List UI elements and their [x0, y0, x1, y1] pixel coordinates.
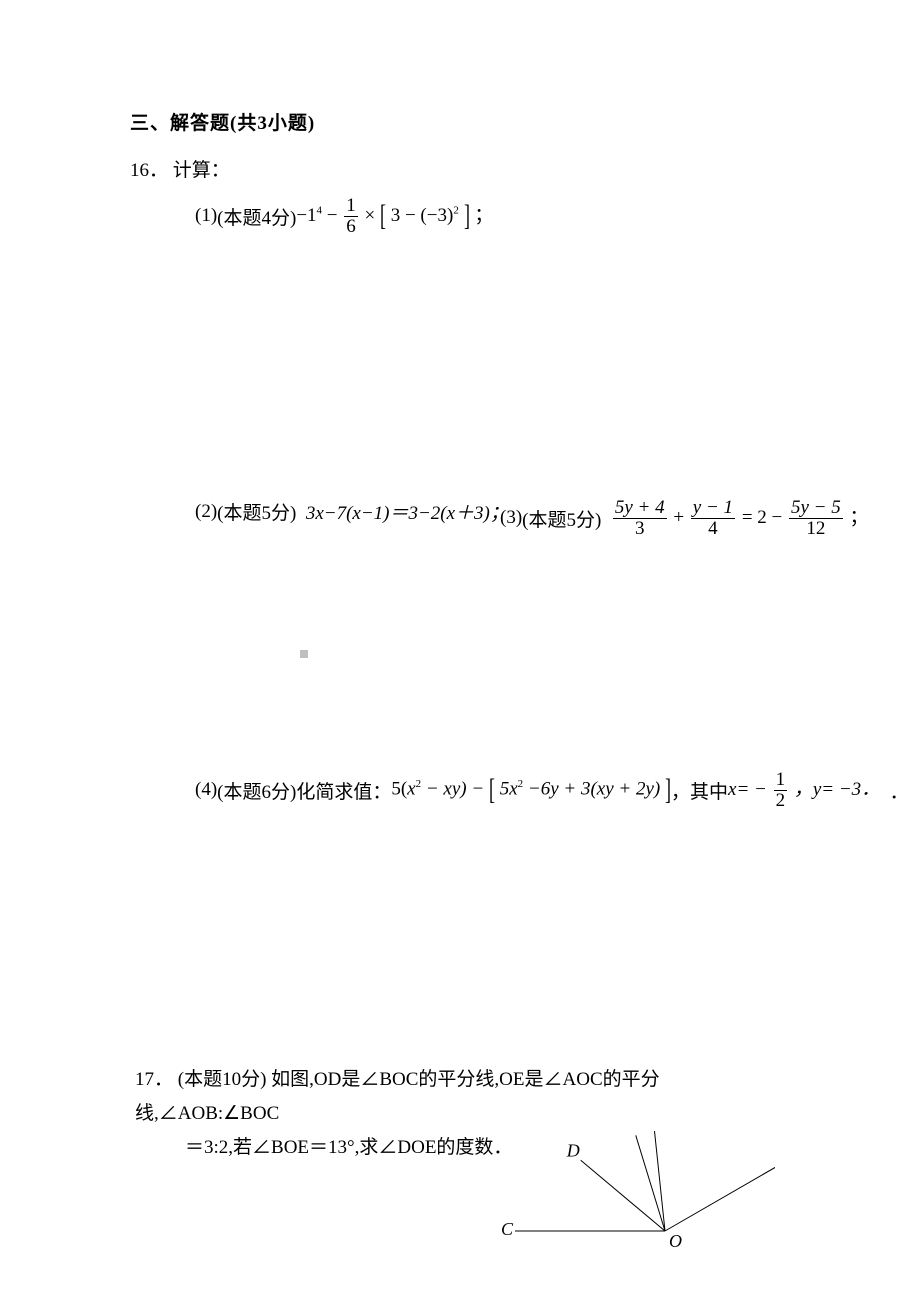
p4-xeq-wrap: x= − 1 2 ，y= −3．	[728, 770, 880, 811]
q16-part4: (4) (本题6分) 化简求值： 5(x2 − xy) − [ 5x2 −6y …	[195, 770, 909, 811]
p4-rest: −6y + 3(xy + 2y)	[528, 779, 660, 800]
frac-f2: y − 1 4	[691, 498, 735, 539]
p4-bopen: [	[489, 773, 495, 807]
q16-part1-expr: −14 − 1 6 × [ 3 − (−3)2 ] ；	[296, 196, 493, 237]
expr-inside-a: 3 − (−3)	[391, 205, 454, 226]
q16-prefix: 16．	[130, 160, 168, 181]
q16-part3-points: (本题5分)	[522, 505, 601, 532]
eq: = 2 −	[742, 507, 787, 528]
svg-text:D: D	[566, 1140, 580, 1160]
p3-tail: ；	[850, 507, 869, 528]
p4-where: 其中	[690, 777, 728, 804]
p4-x: x	[407, 779, 415, 800]
q16-part4-expr: 5(x2 − xy) − [ 5x2 −6y + 3(xy + 2y) ]	[391, 773, 671, 807]
q17-prefix: 17．	[135, 1069, 173, 1090]
svg-text:C: C	[501, 1219, 514, 1239]
q16-part2-num: (2)	[195, 501, 217, 523]
q16-part2: (2) (本题5分) 3x−7(x−1)＝3−2(x＋3)；	[195, 498, 509, 525]
p4-5x-sup: 2	[518, 778, 524, 790]
expr-tail: ；	[474, 205, 493, 226]
center-decoration	[300, 650, 308, 658]
frac-den: 6	[344, 217, 358, 237]
q16-part2-points: (本题5分)	[217, 498, 296, 525]
p4-frac-den: 2	[774, 791, 788, 811]
bracket-close: ]	[464, 199, 470, 233]
q17-text-b: ＝3:2,若∠BOE＝13°,求∠DOE的度数．	[135, 1137, 512, 1158]
frac-1-2: 1 2	[774, 770, 788, 811]
f3-num: 5y − 5	[791, 497, 841, 518]
q16-part3-expr: 5y + 4 3 + y − 1 4 = 2 − 5y − 5 12 ；	[611, 498, 869, 539]
p4-yeq: ，y= −3．	[794, 779, 880, 800]
angle-figure-svg: CDBEAO	[485, 1131, 775, 1251]
f1-den: 3	[633, 519, 647, 539]
q16-part3: (3) (本题5分) 5y + 4 3 + y − 1 4 = 2 − 5y −…	[500, 498, 869, 539]
expr-minus: −	[327, 205, 342, 226]
p4-bclose: ]	[665, 773, 671, 807]
frac-f3: 5y − 5 12	[789, 498, 843, 539]
q16-part1-points: (本题4分)	[217, 203, 296, 230]
q16-part4-num: (4)	[195, 779, 217, 801]
f2-num: y − 1	[693, 497, 733, 518]
q16-part1: (1) (本题4分) −14 − 1 6 × [ 3 − (−3)2 ] ；	[195, 196, 493, 237]
page: 三、解答题(共3小题) 16． 计算： (1) (本题4分) −14 − 1 6…	[0, 0, 920, 1302]
expr-lead: −1	[296, 205, 316, 226]
f2-den: 4	[706, 519, 720, 539]
q16-part4-points: (本题6分)	[217, 777, 296, 804]
expr-times: ×	[365, 205, 376, 226]
p4-5x: 5x	[500, 779, 518, 800]
p4-dot: ．	[890, 777, 909, 804]
expr-lead-sup: 4	[317, 204, 323, 216]
q16-part2-expr: 3x−7(x−1)＝3−2(x＋3)；	[306, 498, 509, 525]
p4-front: 5(	[391, 779, 407, 800]
p4-minus-xy: − xy) −	[426, 779, 489, 800]
f1-num: 5y + 4	[615, 497, 665, 518]
q16-part3-num: (3)	[500, 507, 522, 529]
q16-title-text: 计算：	[173, 160, 230, 181]
q16-title: 16． 计算：	[130, 155, 230, 182]
expr-inside-sup: 2	[453, 204, 459, 216]
p4-xeq: x= −	[728, 779, 767, 800]
frac-f1: 5y + 4 3	[613, 498, 667, 539]
q16-part1-num: (1)	[195, 205, 217, 227]
p4-x-sup: 2	[416, 778, 422, 790]
p4-comma: ，	[671, 777, 690, 804]
bracket-open: [	[380, 199, 386, 233]
plus1: +	[673, 507, 688, 528]
section-heading: 三、解答题(共3小题)	[130, 108, 315, 135]
angle-figure: CDBEAO	[485, 1131, 775, 1251]
p4-frac-num: 1	[774, 770, 788, 791]
frac-1-6: 1 6	[344, 196, 358, 237]
q16-part4-label: 化简求值：	[296, 777, 391, 804]
q17-points: (本题10分)	[178, 1069, 267, 1090]
svg-text:O: O	[669, 1231, 682, 1251]
f3-den: 12	[804, 519, 827, 539]
frac-num: 1	[344, 196, 358, 217]
